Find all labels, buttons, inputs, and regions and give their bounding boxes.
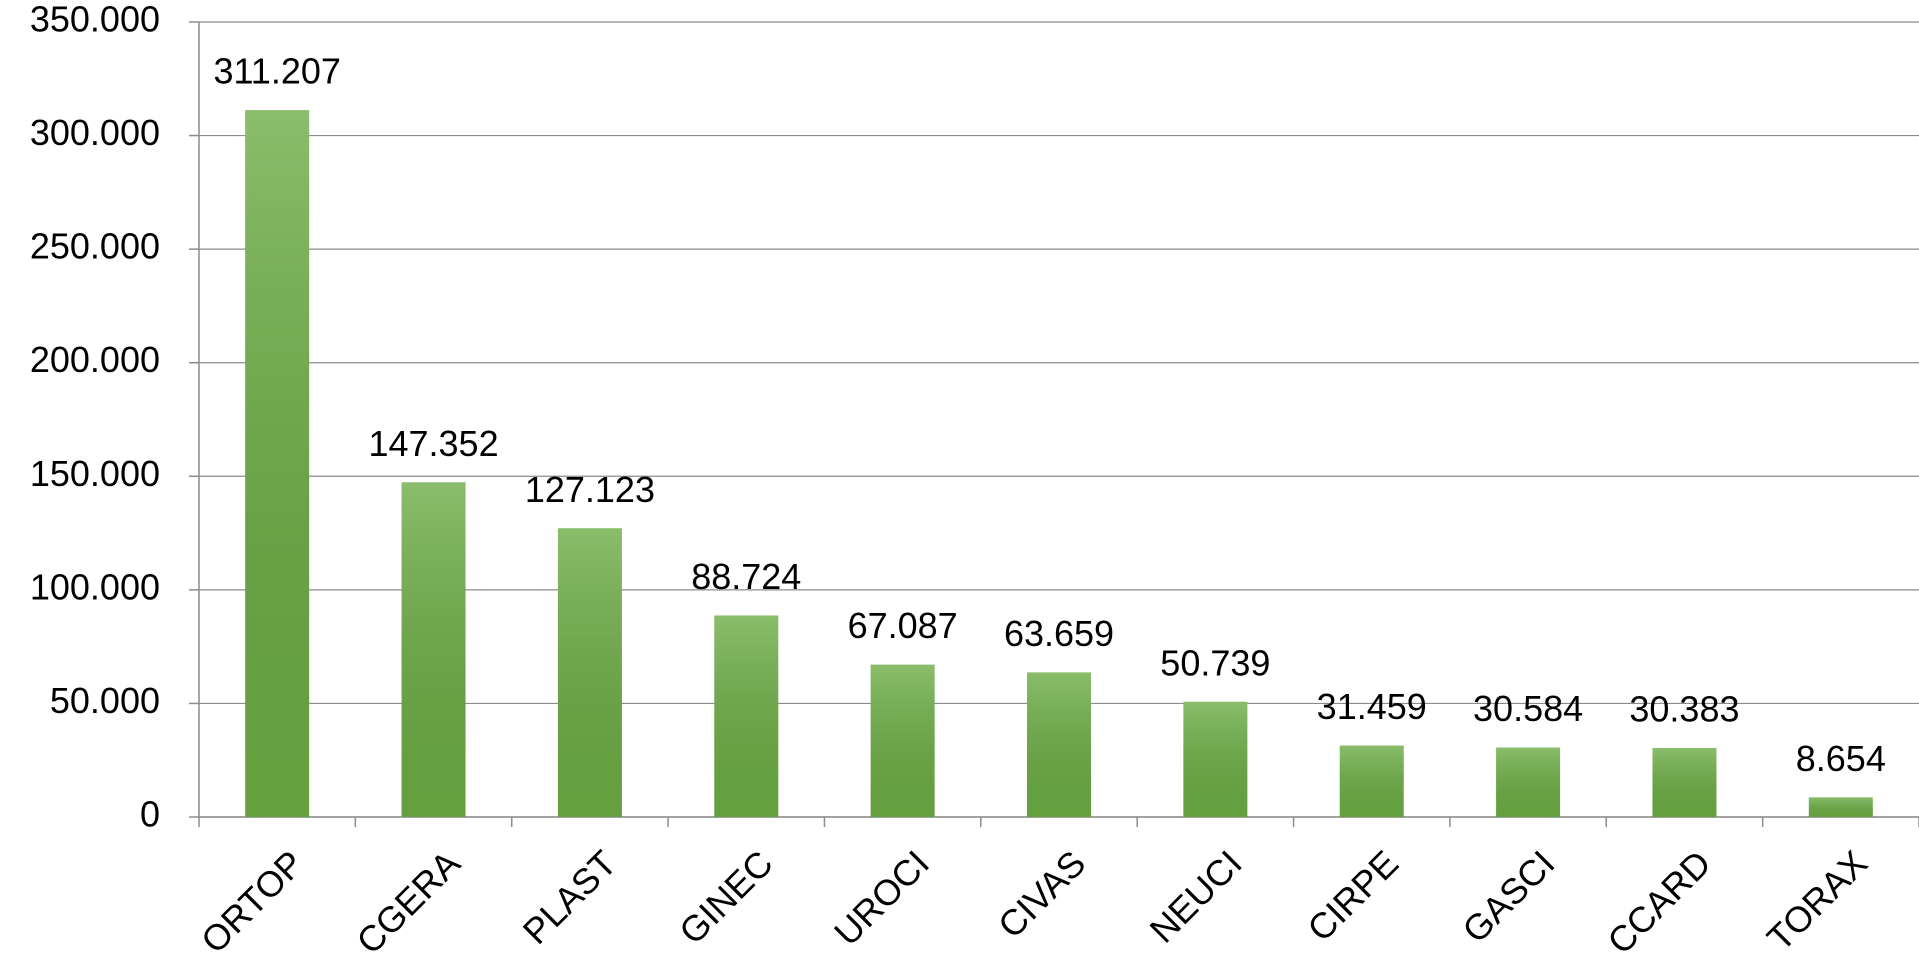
x-tick-label: ORTOP <box>193 842 312 957</box>
x-tick-label: CIRPE <box>1299 842 1406 949</box>
y-tick-label: 100.000 <box>30 566 160 607</box>
bar <box>1183 701 1248 817</box>
y-tick-label: 150.000 <box>30 453 160 494</box>
x-tick-label: PLAST <box>515 842 625 952</box>
data-label: 67.087 <box>848 605 958 646</box>
bar <box>557 528 622 817</box>
y-tick-label: 200.000 <box>30 339 160 380</box>
data-label: 50.739 <box>1160 642 1270 683</box>
x-tick-label: CIVAS <box>990 842 1094 946</box>
y-tick-label: 300.000 <box>30 112 160 153</box>
x-tick-label: CGERA <box>348 842 468 957</box>
y-tick-label: 350.000 <box>30 0 160 40</box>
y-tick-label: 50.000 <box>50 680 160 721</box>
data-label: 127.123 <box>525 469 655 510</box>
bar <box>1496 747 1561 817</box>
x-tick-label: GINEC <box>671 842 781 952</box>
data-label: 147.352 <box>368 423 498 464</box>
bar <box>245 110 310 817</box>
bar <box>714 615 779 817</box>
x-tick-label: NEUCI <box>1142 842 1250 950</box>
data-label: 30.383 <box>1629 689 1739 730</box>
data-label: 31.459 <box>1317 686 1427 727</box>
x-tick-label: UROCI <box>826 842 937 953</box>
data-label: 63.659 <box>1004 613 1114 654</box>
y-tick-label: 0 <box>140 794 160 835</box>
bar <box>1027 672 1091 817</box>
bar <box>870 664 935 817</box>
bar <box>401 482 466 817</box>
bar <box>1808 797 1873 817</box>
y-tick-label: 250.000 <box>30 226 160 267</box>
bar <box>1339 745 1404 817</box>
data-label: 30.584 <box>1473 688 1583 729</box>
bar <box>1652 747 1717 817</box>
x-tick-label: TORAX <box>1759 842 1875 957</box>
data-label: 8.654 <box>1796 738 1886 779</box>
x-tick-label: CCARD <box>1599 842 1719 957</box>
data-label: 88.724 <box>691 556 801 597</box>
data-label: 311.207 <box>213 51 340 92</box>
x-tick-label: GASCI <box>1454 842 1562 950</box>
